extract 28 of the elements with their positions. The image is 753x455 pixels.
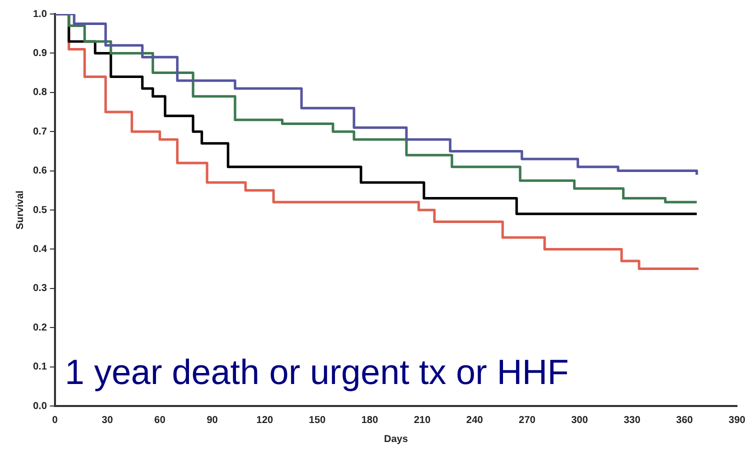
y-tick-label: 0.1 bbox=[32, 362, 48, 373]
y-tick-label: 0.0 bbox=[32, 400, 48, 412]
y-tick-label: 0.6 bbox=[32, 166, 48, 177]
annotation: 1 year death or urgent tx or HHF bbox=[64, 353, 569, 392]
x-tick-label: 120 bbox=[256, 414, 274, 426]
x-tick-label: 210 bbox=[414, 414, 431, 426]
y-tick-label: 0.3 bbox=[32, 283, 48, 294]
x-tick-label: 150 bbox=[308, 414, 326, 426]
x-tick-label: 240 bbox=[466, 414, 484, 426]
y-tick-label: 0.7 bbox=[32, 126, 48, 138]
x-tick-label: 60 bbox=[154, 414, 166, 426]
x-tick-label: 390 bbox=[728, 414, 746, 426]
x-tick-label: 360 bbox=[676, 414, 694, 426]
y-tick-label: 0.2 bbox=[32, 322, 48, 334]
x-tick-label: 300 bbox=[571, 414, 588, 426]
y-tick-label: 0.5 bbox=[32, 204, 48, 216]
y-tick-label: 1.0 bbox=[32, 8, 48, 20]
x-axis-title: Days bbox=[384, 434, 408, 445]
x-tick-label: 330 bbox=[624, 414, 641, 426]
y-tick-label: 0.4 bbox=[32, 244, 48, 255]
y-axis-title: Survival bbox=[14, 190, 26, 230]
x-tick-label: 180 bbox=[361, 414, 378, 426]
y-tick-label: 0.9 bbox=[32, 48, 48, 59]
x-tick-label: 90 bbox=[206, 414, 218, 426]
y-tick-label: 0.8 bbox=[32, 87, 48, 98]
x-tick-label: 0 bbox=[52, 414, 58, 426]
x-tick-label: 30 bbox=[102, 414, 114, 426]
x-tick-label: 270 bbox=[518, 414, 536, 426]
